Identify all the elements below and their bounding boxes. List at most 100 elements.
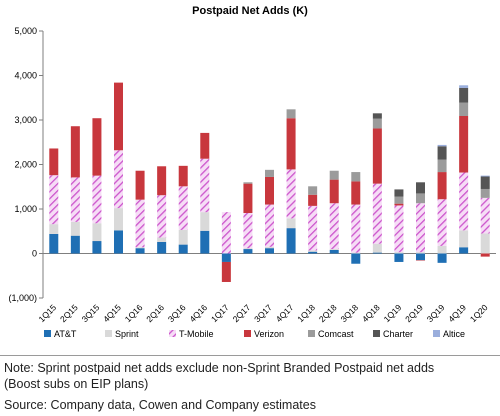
bar-segment-charter [372, 113, 382, 119]
bar-segment-at-t [329, 249, 339, 254]
legend-label: Sprint [115, 329, 139, 339]
bar-segment-t-mobile [372, 183, 382, 244]
bar-segment-verizon [394, 203, 404, 206]
legend-swatch [308, 330, 315, 337]
y-tick-label: 0 [32, 249, 37, 259]
x-tick-label: 3Q15 [80, 302, 102, 324]
bar-segment-at-t [372, 252, 382, 254]
bar-segment-verizon [135, 170, 145, 200]
bar-segment-charter [416, 182, 425, 194]
bar-segment-at-t [265, 248, 274, 254]
bar-segment-verizon [49, 148, 59, 176]
bar-segment-sprint [200, 212, 210, 231]
chart-title: Postpaid Net Adds (K) [192, 5, 308, 17]
bar-segment-at-t [49, 233, 59, 254]
bar-segment-verizon [200, 132, 210, 159]
bar-segment-sprint [135, 247, 145, 249]
bar-segment-t-mobile [480, 197, 490, 234]
bar-segment-verizon [92, 118, 102, 176]
bar-segment-sprint [286, 218, 296, 229]
bar-segment-sprint [92, 223, 102, 242]
x-tick-label: 4Q18 [360, 302, 382, 324]
bar-segment-verizon [157, 166, 167, 196]
bar-segment-sprint [70, 221, 80, 236]
bar-segment-charter [437, 146, 447, 160]
bar-segment-sprint [243, 248, 253, 250]
bar-segment-t-mobile [114, 150, 123, 209]
bar-segment-t-mobile [70, 177, 80, 222]
bar-segment-verizon [480, 253, 490, 257]
legend-label: Verizon [254, 329, 284, 339]
bar-segment-sprint [329, 249, 339, 250]
x-tick-label: 2Q17 [231, 302, 253, 324]
bar-segment-at-t [200, 230, 210, 254]
chart-legend: AT&T Sprint T-Mobile Verizon Comcast Charter A… [44, 329, 465, 339]
bar-segment-comcast [351, 172, 361, 182]
legend-swatch [105, 330, 112, 337]
x-tick-label: 4Q17 [274, 302, 296, 324]
x-tick-label: 2Q16 [144, 302, 166, 324]
bar-segment-sprint [49, 224, 59, 234]
bar-segment-sprint [394, 252, 404, 254]
bar-segment-sprint [372, 243, 382, 253]
bar-segment-t-mobile [265, 204, 274, 247]
legend-swatch [44, 330, 51, 337]
x-tick-label: 3Q17 [252, 302, 274, 324]
x-tick-label: 4Q15 [101, 302, 123, 324]
y-tick-label: 4,000 [14, 71, 37, 81]
bar-segment-at-t [416, 253, 425, 261]
bar-segment-t-mobile [351, 204, 361, 253]
bar-segment-comcast [308, 186, 318, 195]
bar-segment-t-mobile [49, 175, 59, 225]
bar-segment-comcast [329, 170, 339, 180]
bar-segment-t-mobile [437, 199, 447, 246]
x-tick-label: 1Q16 [123, 302, 145, 324]
y-tick-label: 2,000 [14, 160, 37, 170]
legend-label: Charter [383, 329, 413, 339]
bar-segment-at-t [92, 241, 102, 254]
bar-segment-t-mobile [157, 195, 167, 238]
bar-segment-sprint [265, 246, 274, 249]
bar-segment-at-t [286, 228, 296, 254]
y-tick-label: 1,000 [14, 204, 37, 214]
bar-segment-comcast [416, 193, 425, 204]
bar-segment-verizon [70, 126, 80, 178]
x-tick-label: 4Q19 [446, 302, 468, 324]
x-tick-label: 1Q17 [209, 302, 231, 324]
bar-segment-t-mobile [221, 212, 231, 254]
bar-segment-t-mobile [416, 203, 425, 253]
bar-segment-at-t [394, 253, 404, 262]
bar-segment-comcast [394, 196, 404, 204]
bar-segment-altice [437, 144, 447, 147]
bar-segment-at-t [308, 251, 318, 254]
bar-segment-comcast [372, 118, 382, 129]
bar-segment-charter [480, 176, 490, 189]
legend-label: Altice [443, 329, 465, 339]
bar-segment-verizon [265, 176, 274, 205]
x-tick-label: 1Q20 [468, 302, 490, 324]
bar-segment-verizon [114, 82, 123, 151]
x-tick-label: 2Q15 [58, 302, 80, 324]
bar-segment-t-mobile [135, 199, 145, 248]
legend-label: T-Mobile [179, 329, 214, 339]
x-tick-label: 2Q19 [403, 302, 425, 324]
bar-segment-verizon [437, 172, 447, 200]
chart-bars [49, 82, 490, 282]
bar-segment-at-t [221, 253, 231, 262]
note-line-2: (Boost subs on EIP plans) [4, 377, 149, 391]
y-tick-label: 5,000 [14, 26, 37, 36]
x-tick-label: 1Q19 [382, 302, 404, 324]
x-tick-label: 4Q16 [187, 302, 209, 324]
bar-segment-t-mobile [178, 186, 188, 230]
bar-segment-verizon [372, 128, 382, 184]
bar-segment-comcast [459, 102, 469, 116]
bar-segment-sprint [351, 252, 361, 254]
bar-segment-sprint [459, 230, 469, 248]
bar-segment-sprint [437, 245, 447, 254]
bar-segment-verizon [243, 183, 253, 214]
bar-segment-t-mobile [308, 205, 318, 251]
bar-segment-verizon [459, 115, 469, 173]
bar-segment-charter [394, 189, 404, 197]
bar-segment-t-mobile [459, 172, 469, 231]
